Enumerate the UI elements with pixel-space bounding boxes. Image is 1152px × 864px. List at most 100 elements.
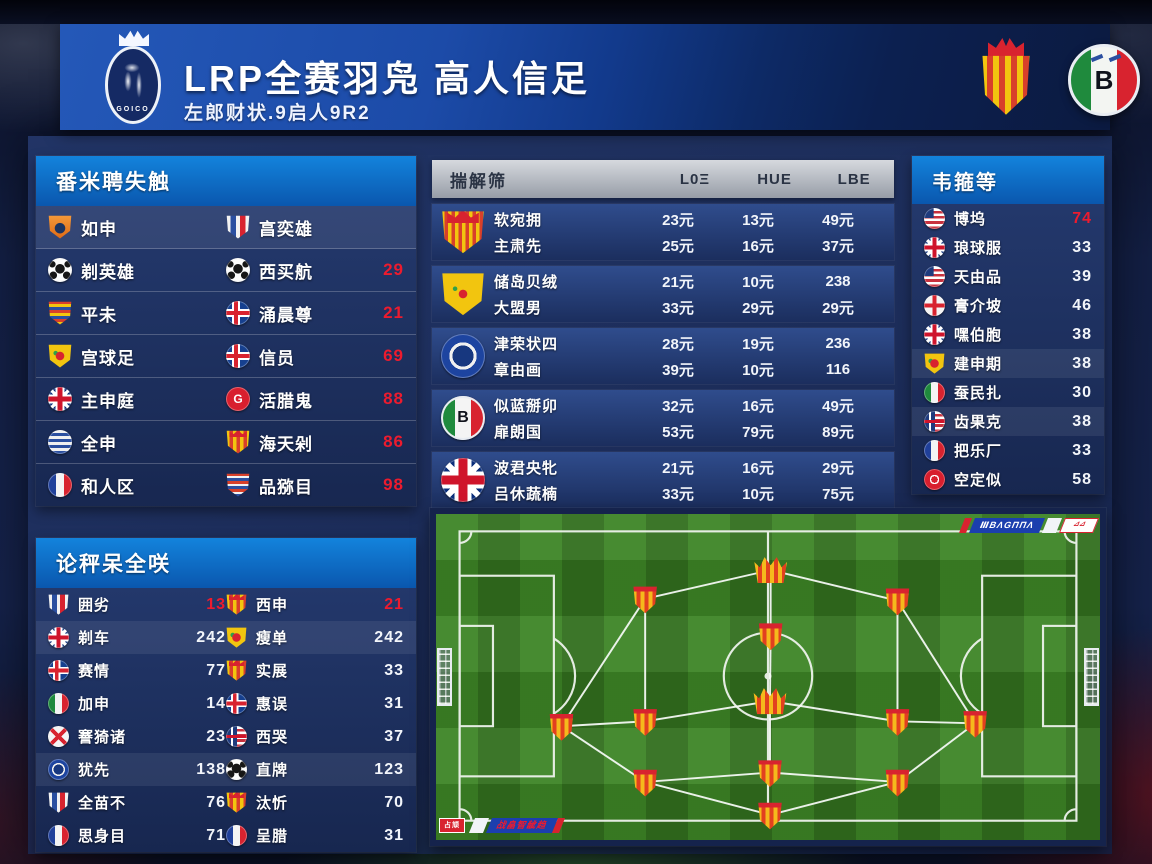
player-marker[interactable]: [963, 709, 988, 738]
odds-row[interactable]: 大盟男 33元 29元 29元: [494, 294, 894, 320]
odds-group-icon: [432, 272, 494, 316]
player-marker[interactable]: [633, 707, 658, 736]
player-marker[interactable]: [633, 767, 658, 797]
stats-row[interactable]: 赛情 77 实展 33: [36, 654, 416, 687]
rank-row[interactable]: 琅球服 33: [912, 233, 1104, 262]
player-marker[interactable]: [754, 557, 788, 584]
odds-value: 21元: [662, 273, 694, 291]
team-value: 31: [384, 694, 404, 712]
odds-row[interactable]: 波君央牝 21元 16元 29元: [494, 454, 894, 480]
odds-row[interactable]: 主肃先 25元 16元 37元: [494, 232, 894, 258]
crest-crown-icon: [442, 211, 484, 254]
legend-row[interactable]: 全申 海天剁 86: [36, 421, 416, 464]
stats-row[interactable]: 全苗不 76 汰忻 70: [36, 786, 416, 819]
team-name: 嘿伯胞: [954, 327, 1003, 344]
legend-row[interactable]: 和人区 品猕目 98: [36, 464, 416, 506]
team-name: 津荣状四: [494, 335, 559, 353]
rank-row[interactable]: 空定似 58: [912, 465, 1104, 494]
player-marker[interactable]: [633, 584, 658, 614]
player-marker[interactable]: [885, 586, 910, 616]
odds-group-rows: 软宛拥 23元 13元 49元 主肃先 25元 16元 37元: [494, 206, 894, 258]
team-name: 如申: [81, 219, 117, 239]
team-name: 博坞: [954, 211, 987, 228]
legend-row[interactable]: 如申 亯奕雄: [36, 206, 416, 249]
team-value: 31: [384, 826, 404, 844]
stats-row[interactable]: 謇猗诸 23 西哭 37: [36, 720, 416, 753]
rank-value: 38: [1072, 412, 1092, 430]
player-marker[interactable]: [758, 621, 783, 651]
odds-row[interactable]: 津荣状四 28元 19元 236: [494, 330, 894, 356]
rank-row[interactable]: 建申期 38: [912, 349, 1104, 378]
odds-group[interactable]: B 似蓝掰卯 32元 16元 49元 扉朗国 53元 79元 89元: [432, 390, 894, 446]
odds-row[interactable]: 似蓝掰卯 32元 16元 49元: [494, 392, 894, 418]
player-marker[interactable]: [757, 758, 782, 788]
goal-net-right: [1084, 648, 1099, 706]
odds-group[interactable]: 软宛拥 23元 13元 49元 主肃先 25元 16元 37元: [432, 204, 894, 260]
player-crest-icon: [758, 802, 782, 830]
odds-column-header: HUΕ: [757, 170, 792, 188]
pitch-panel: ⅢBΛGΠΠΛ ⊿⊿ 占颃 战畠智龇趋: [430, 508, 1106, 846]
team-name: 亯奕雄: [259, 219, 313, 239]
odds-row[interactable]: 吕休蔬楠 33元 10元 75元: [494, 480, 894, 506]
rank-row[interactable]: 把乐厂 33: [912, 436, 1104, 465]
rank-row[interactable]: 博坞 74: [912, 204, 1104, 233]
legend-row[interactable]: 剃英雄 西买航 29: [36, 249, 416, 292]
uk-cross-icon: [924, 295, 945, 316]
team-value: 21: [383, 303, 404, 322]
odds-value: 49元: [822, 397, 854, 415]
shield-yellow-icon: [226, 627, 247, 648]
page-subtitle: 左郎财状.9启人9R2: [184, 103, 371, 124]
stats-row[interactable]: 加申 14 惠误 31: [36, 687, 416, 720]
odds-row[interactable]: 章由画 39元 10元 116: [494, 356, 894, 382]
team-value: 13: [206, 595, 226, 613]
team-entry: 实展 33: [226, 660, 404, 681]
team-value: 21: [384, 595, 404, 613]
odds-value: 29元: [742, 299, 774, 317]
team-entry: 汰忻 70: [226, 792, 404, 813]
stats-row[interactable]: 剃车 242 瘦单 242: [36, 621, 416, 654]
player-marker[interactable]: [757, 800, 782, 830]
shield-icon: [982, 55, 1030, 115]
odds-group[interactable]: 波君央牝 21元 16元 29元 吕休蔬楠 33元 10元 75元: [432, 452, 894, 508]
odds-row[interactable]: 储岛贝绒 21元 10元 238: [494, 268, 894, 294]
team-name: 膏介坡: [954, 298, 1003, 315]
odds-groups: 软宛拥 23元 13元 49元 主肃先 25元 16元 37元 储岛贝绒 21元 10元 238 大盟男…: [432, 204, 894, 508]
player-marker[interactable]: [549, 712, 574, 741]
stats-panel-title: 论秤呆全咲: [36, 538, 416, 588]
stats-row[interactable]: 囲劣 13 西申 21: [36, 588, 416, 621]
rank-row[interactable]: 嘿伯胞 38: [912, 320, 1104, 349]
odds-group[interactable]: 津荣状四 28元 19元 236 章由画 39元 10元 116: [432, 328, 894, 384]
legend-row[interactable]: 主申庭 G 活腊鬼 88: [36, 378, 416, 421]
odds-row[interactable]: 软宛拥 23元 13元 49元: [494, 206, 894, 232]
stripe-circle-icon: [48, 430, 72, 454]
stats-row[interactable]: 思身目 71 呈腊 31: [36, 819, 416, 852]
stats-row[interactable]: 犹先 138 直牌 123: [36, 753, 416, 786]
rank-rows: 博坞 74 琅球服 33 天由品 39 膏介坡 46 嘿伯胞 38 建申期 38 蚕民扎 30 齿果克 38 把…: [912, 204, 1104, 494]
rank-row[interactable]: 蚕民扎 30: [912, 378, 1104, 407]
rank-row[interactable]: 膏介坡 46: [912, 291, 1104, 320]
legend-row[interactable]: 宫球足 信员 69: [36, 335, 416, 378]
team-name: 实展: [256, 663, 289, 680]
rank-row[interactable]: 齿果克 38: [912, 407, 1104, 436]
rank-panel: 韦箍等 博坞 74 琅球服 33 天由品 39 膏介坡 46 嘿伯胞 38 建申期 38 蚕民扎 30 齿果…: [912, 156, 1104, 494]
player-marker[interactable]: [885, 767, 910, 797]
team-value: 98: [383, 475, 404, 494]
odds-value: 28元: [662, 335, 694, 353]
team-name: 建申期: [954, 356, 1003, 373]
legend-row[interactable]: 平未 涌晨尊 21: [36, 292, 416, 335]
shield-yellow-icon: [48, 344, 72, 368]
odds-value: 75元: [822, 485, 854, 503]
player-marker[interactable]: [753, 688, 787, 715]
odds-group[interactable]: 储岛贝绒 21元 10元 238 大盟男 33元 29元 29元: [432, 266, 894, 322]
odds-row[interactable]: 扉朗国 53元 79元 89元: [494, 418, 894, 444]
italy-badge-icon: B: [1068, 44, 1140, 116]
rank-value: 38: [1072, 354, 1092, 372]
rank-row[interactable]: 天由品 39: [912, 262, 1104, 291]
odds-table: 揣解筛 L0Ξ HUΕ LBΕ 软宛拥 23元 13元 49元 主肃先 25元 16元 37元…: [432, 160, 894, 508]
player-marker[interactable]: [885, 707, 910, 736]
odds-value: 10元: [742, 273, 774, 291]
rank-value: 30: [1072, 383, 1092, 401]
team-name: 软宛拥: [494, 211, 543, 229]
crown-icon: [119, 30, 149, 46]
icon-letter: G: [233, 392, 243, 406]
